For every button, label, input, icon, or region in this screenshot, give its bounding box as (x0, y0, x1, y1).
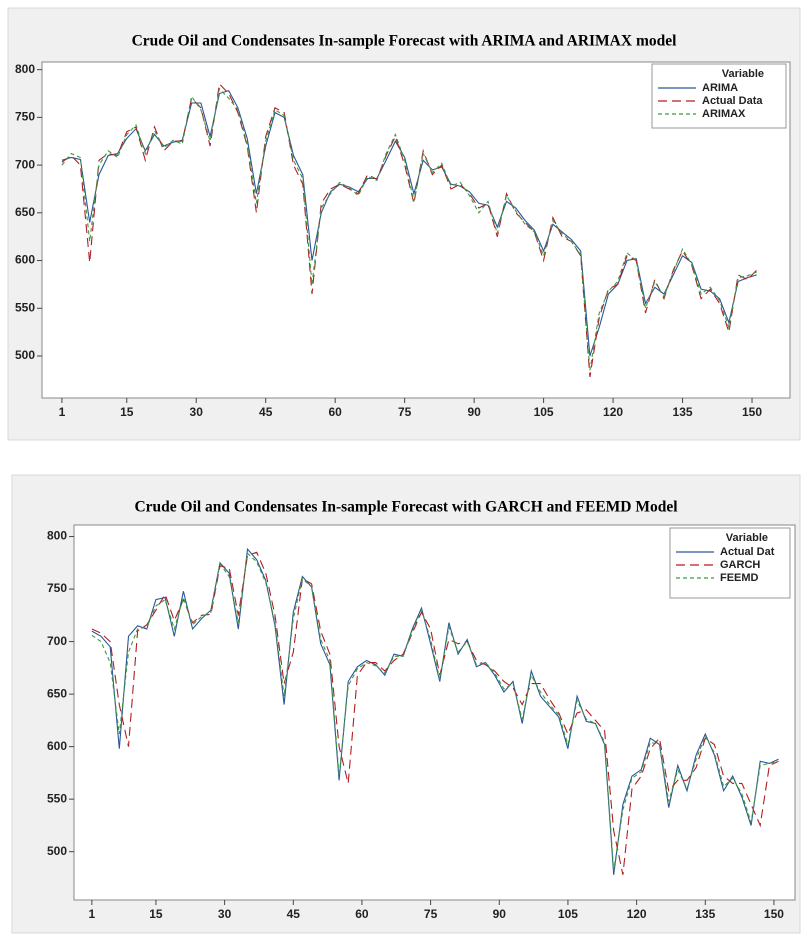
legend-label: ARIMAX (702, 108, 746, 120)
y-tick-label: 700 (15, 157, 35, 171)
x-tick-label: 135 (695, 907, 715, 921)
series-line (61, 87, 757, 371)
legend-title: Variable (722, 68, 764, 80)
x-tick-label: 90 (467, 405, 481, 419)
x-tick-label: 60 (355, 907, 369, 921)
y-tick-label: 500 (15, 348, 35, 362)
x-tick-label: 1 (59, 405, 66, 419)
x-tick-label: 60 (328, 405, 342, 419)
x-tick-label: 105 (534, 405, 554, 419)
x-tick-label: 90 (493, 907, 507, 921)
legend-label: FEEMD (720, 572, 759, 584)
chart-title: Crude Oil and Condensates In-sample Fore… (132, 33, 678, 50)
x-tick-label: 135 (673, 405, 693, 419)
x-tick-label: 45 (259, 405, 273, 419)
x-tick-label: 30 (218, 907, 232, 921)
legend-label: ARIMA (702, 82, 738, 94)
x-tick-label: 105 (558, 907, 578, 921)
x-tick-label: 15 (120, 405, 134, 419)
y-tick-label: 600 (47, 739, 67, 753)
x-tick-label: 120 (627, 907, 647, 921)
y-tick-label: 800 (15, 62, 35, 76)
x-tick-label: 30 (190, 405, 204, 419)
y-tick-label: 650 (47, 686, 67, 700)
legend-label: Actual Dat (720, 546, 775, 558)
x-tick-label: 45 (287, 907, 301, 921)
y-tick-label: 700 (47, 634, 67, 648)
x-tick-label: 75 (424, 907, 438, 921)
x-tick-label: 75 (398, 405, 412, 419)
legend-box (669, 527, 791, 599)
legend-title: Variable (726, 532, 768, 544)
x-tick-label: 1 (89, 907, 96, 921)
y-tick-label: 650 (15, 205, 35, 219)
x-tick-label: 150 (742, 405, 762, 419)
x-tick-label: 150 (764, 907, 784, 921)
y-tick-label: 750 (47, 581, 67, 595)
legend-box (651, 63, 787, 129)
series-line (91, 552, 779, 871)
y-tick-label: 800 (47, 529, 67, 543)
legend-label: GARCH (720, 559, 760, 571)
y-tick-label: 550 (47, 791, 67, 805)
y-tick-label: 750 (15, 110, 35, 124)
y-tick-label: 550 (15, 300, 35, 314)
chart-title: Crude Oil and Condensates In-sample Fore… (134, 499, 678, 516)
x-tick-label: 120 (603, 405, 623, 419)
x-tick-label: 15 (149, 907, 163, 921)
y-tick-label: 600 (15, 253, 35, 267)
legend-label: Actual Data (702, 95, 763, 107)
y-tick-label: 500 (47, 844, 67, 858)
